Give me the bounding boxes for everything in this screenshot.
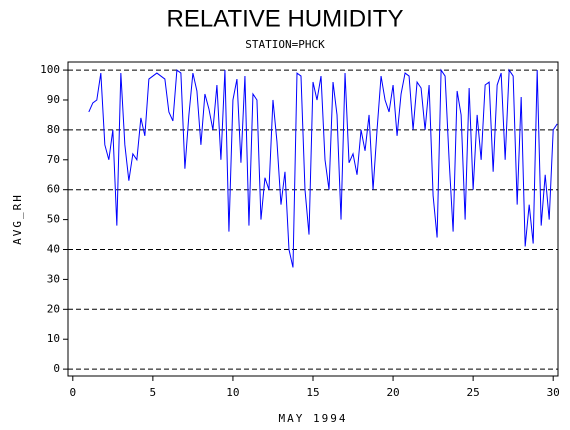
y-tick-label: 50 bbox=[47, 213, 60, 226]
chart-title: RELATIVE HUMIDITY bbox=[167, 5, 404, 32]
y-tick-label: 10 bbox=[47, 332, 60, 345]
x-tick-label: 20 bbox=[386, 386, 399, 399]
y-axis-label: AVG_RH bbox=[11, 193, 24, 245]
data-line bbox=[88, 68, 558, 268]
x-axis-label: MAY 1994 bbox=[279, 412, 348, 425]
y-tick-label: 0 bbox=[53, 362, 60, 375]
x-tick-label: 5 bbox=[150, 386, 157, 399]
x-tick-label: 15 bbox=[306, 386, 319, 399]
x-tick-label: 25 bbox=[467, 386, 480, 399]
y-tick-label: 30 bbox=[47, 272, 60, 285]
y-tick-label: 70 bbox=[47, 153, 60, 166]
y-tick-label: 20 bbox=[47, 302, 60, 315]
x-tick-label: 0 bbox=[69, 386, 76, 399]
x-tick-label: 10 bbox=[226, 386, 239, 399]
chart-subtitle: STATION=PHCK bbox=[245, 38, 325, 51]
x-tick-label: 30 bbox=[547, 386, 560, 399]
y-tick-label: 90 bbox=[47, 93, 60, 106]
y-tick-label: 80 bbox=[47, 123, 60, 136]
y-tick-label: 100 bbox=[40, 63, 60, 76]
plot-frame bbox=[67, 61, 559, 377]
y-tick-label: 40 bbox=[47, 243, 60, 256]
y-tick-label: 60 bbox=[47, 183, 60, 196]
